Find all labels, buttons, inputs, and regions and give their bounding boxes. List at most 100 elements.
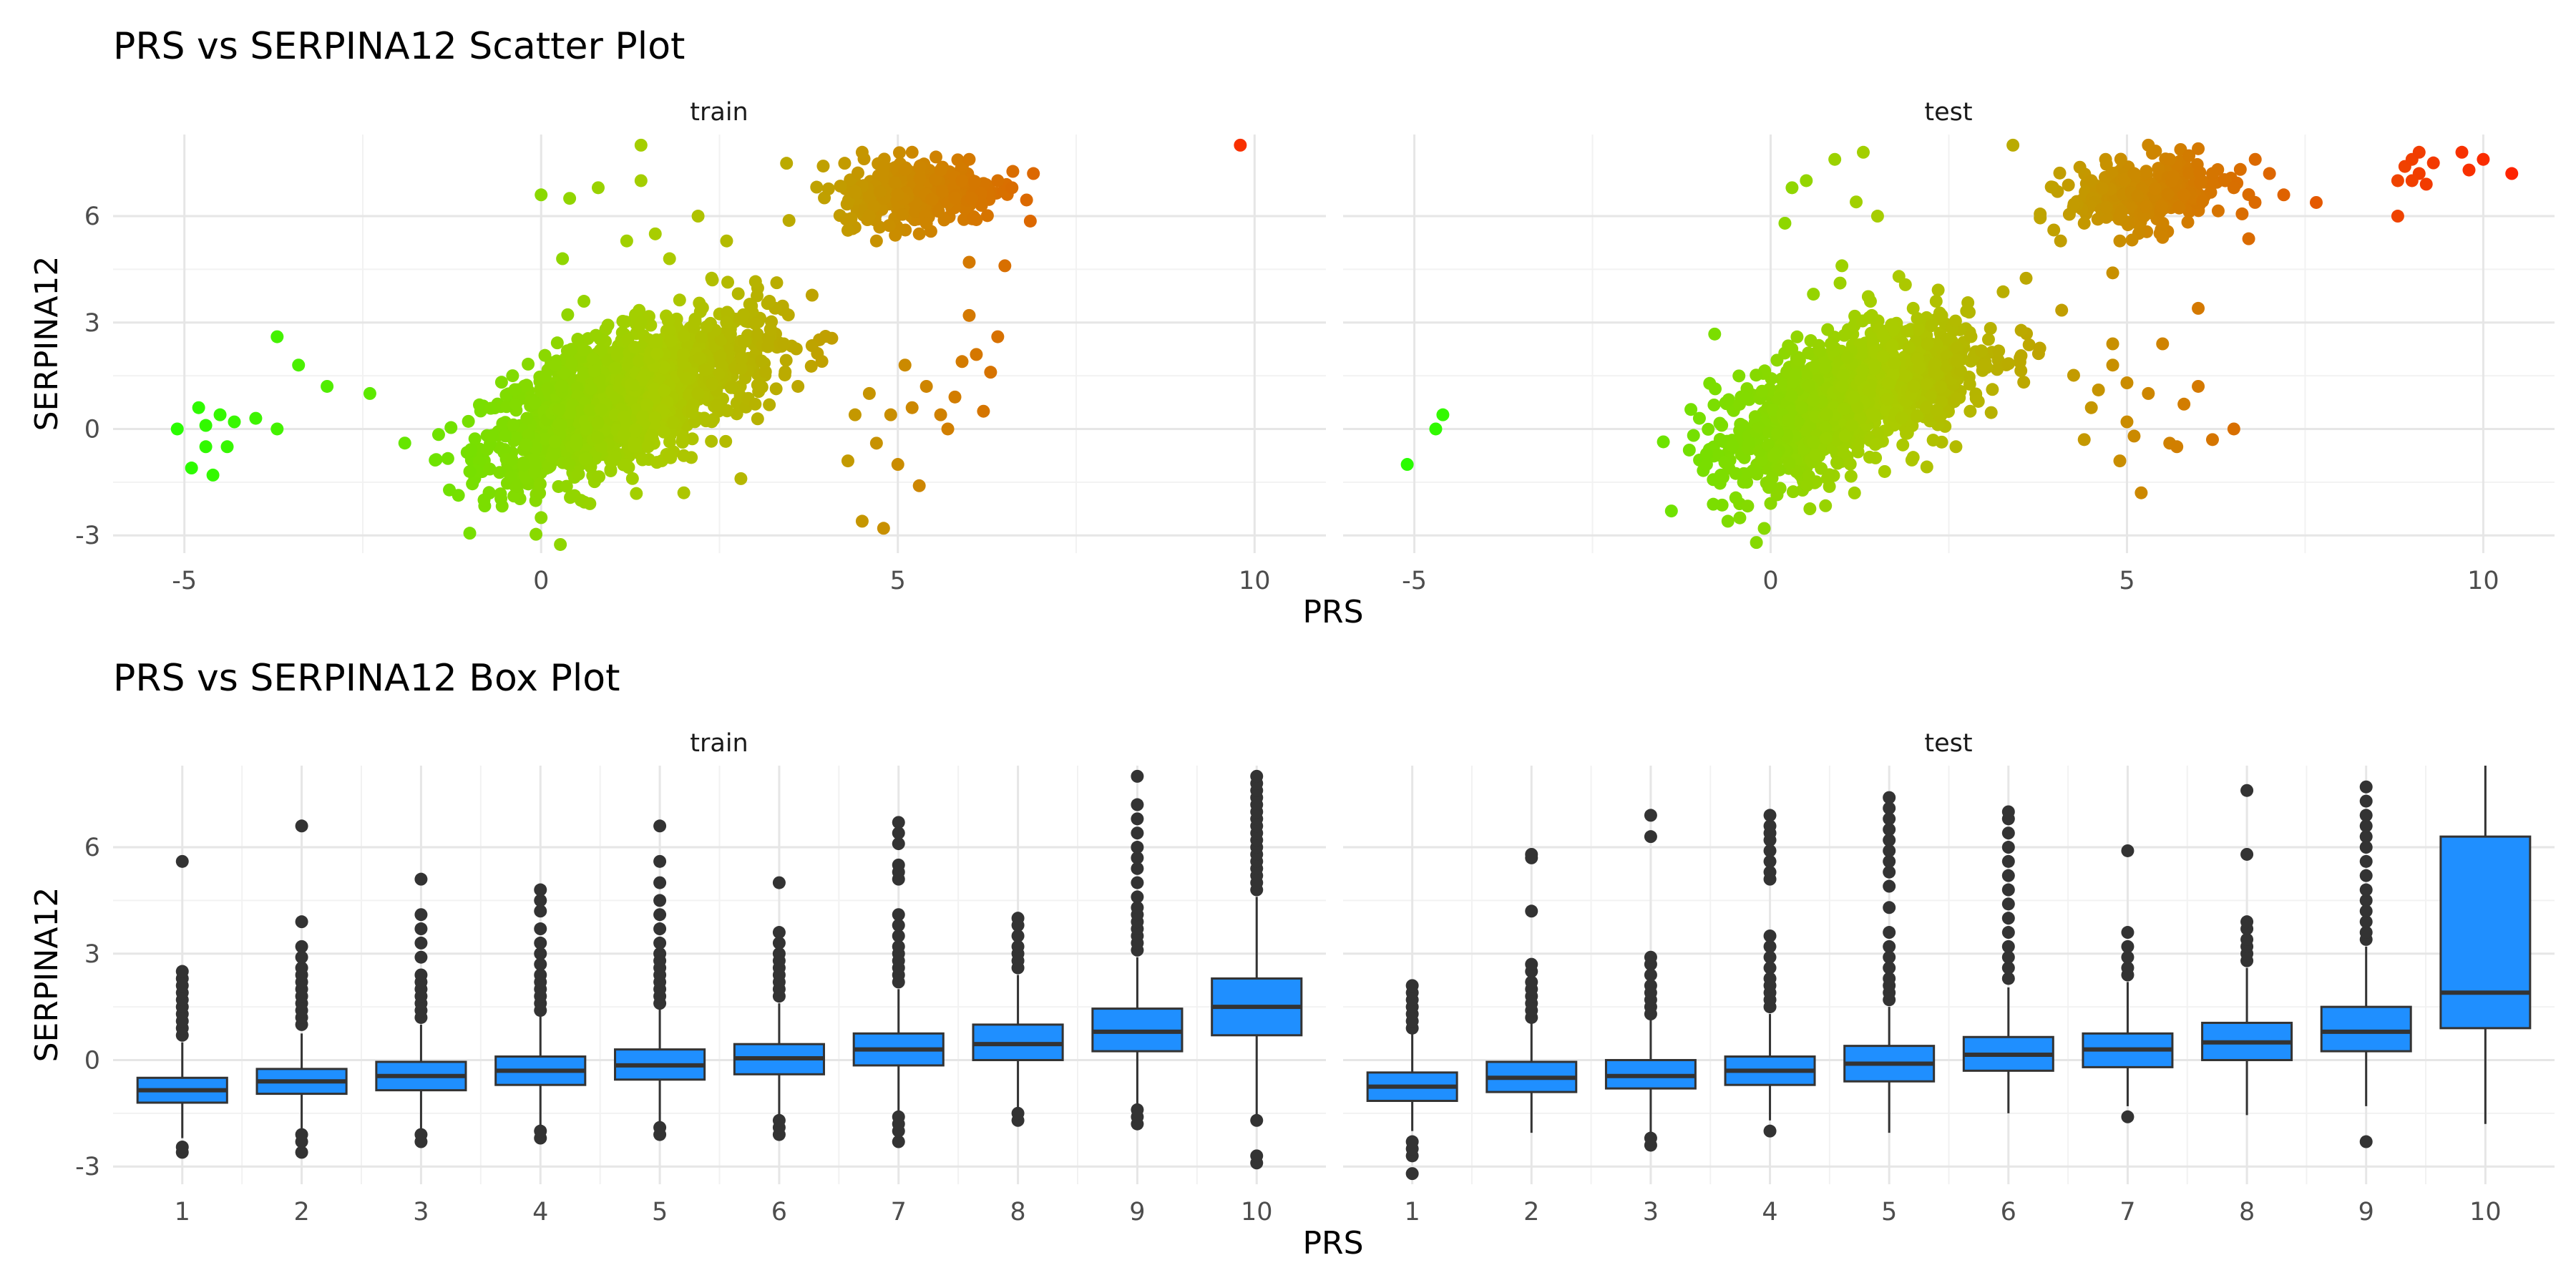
box-y-axis-title: SERPINA12 xyxy=(29,887,65,1063)
scatter-point xyxy=(1787,375,1800,389)
scatter-point xyxy=(892,146,906,160)
box-outlier-point xyxy=(175,854,189,868)
scatter-point xyxy=(2181,215,2195,229)
scatter-point xyxy=(2462,163,2476,177)
box-outlier-point xyxy=(2001,805,2015,819)
scatter-point xyxy=(2505,167,2519,180)
scatter-point xyxy=(1713,416,1727,430)
box-outlier-point xyxy=(653,936,667,950)
scatter-point xyxy=(1818,361,1832,374)
scatter-point xyxy=(2106,337,2119,351)
box-outlier-point xyxy=(1131,890,1144,904)
box-outlier-point xyxy=(653,908,667,922)
scatter-point xyxy=(1699,458,1713,472)
box-test-x-tick-label: 5 xyxy=(1881,1198,1897,1226)
scatter-point xyxy=(2092,383,2105,396)
box-outlier-point xyxy=(772,936,786,950)
scatter-point xyxy=(586,352,600,366)
scatter-point xyxy=(905,145,919,159)
scatter-point xyxy=(628,434,642,448)
scatter-point xyxy=(991,174,1005,187)
box-outlier-point xyxy=(2359,830,2373,844)
box-outlier-point xyxy=(1131,1103,1144,1116)
scatter-point xyxy=(948,192,962,205)
scatter-point xyxy=(1851,439,1865,453)
scatter-point xyxy=(734,472,748,485)
scatter-point xyxy=(1930,404,1943,417)
scatter-point xyxy=(1925,319,1938,333)
scatter-point xyxy=(494,376,508,389)
scatter-point xyxy=(2142,386,2155,400)
scatter-point xyxy=(657,425,670,439)
scatter-point xyxy=(1800,174,1813,187)
box-outlier-point xyxy=(1131,901,1144,914)
box-outlier-point xyxy=(295,1146,308,1159)
scatter-point xyxy=(1234,138,1247,152)
box-outlier-point xyxy=(534,1124,547,1138)
box-outlier-point xyxy=(414,950,428,964)
scatter-point xyxy=(634,174,648,187)
scatter-point xyxy=(517,458,530,472)
box-outlier-point xyxy=(1644,809,1657,822)
scatter-point xyxy=(2242,187,2255,201)
box-outlier-point xyxy=(414,872,428,886)
scatter-point xyxy=(724,381,738,394)
scatter-point xyxy=(363,386,376,400)
scatter-point xyxy=(1721,514,1735,528)
scatter-point xyxy=(2194,176,2207,190)
scatter-point xyxy=(2235,207,2249,220)
scatter-point xyxy=(657,361,670,374)
scatter-point xyxy=(625,472,639,485)
scatter-point xyxy=(1729,491,1742,504)
scatter-point xyxy=(1895,411,1908,425)
box-outlier-point xyxy=(2359,854,2373,868)
scatter-point xyxy=(1964,330,1978,343)
scatter-point xyxy=(805,288,819,302)
scatter-point xyxy=(2062,178,2075,192)
scatter-point xyxy=(472,398,486,411)
scatter-point xyxy=(2047,223,2061,237)
scatter-point xyxy=(2120,376,2134,390)
scatter-point xyxy=(1920,401,1933,414)
box-outlier-point xyxy=(1525,847,1538,861)
scatter-point xyxy=(2034,211,2047,225)
scatter-point xyxy=(844,212,858,225)
box-outlier-point xyxy=(1883,844,1896,857)
scatter-point xyxy=(452,489,465,502)
scatter-point xyxy=(912,227,926,240)
scatter-point xyxy=(1878,464,1891,478)
scatter-point xyxy=(2227,422,2240,436)
box-outlier-point xyxy=(772,1113,786,1127)
scatter-point xyxy=(1892,270,1906,283)
scatter-point xyxy=(2455,145,2469,159)
scatter-point xyxy=(1911,322,1925,336)
box-outlier-point xyxy=(2359,794,2373,808)
box-panel-train: 1 2 3 4 5 6 7 8 9 10 -3 0 3 6 xyxy=(75,766,1326,1226)
scatter-point xyxy=(751,327,764,341)
scatter-point xyxy=(2135,486,2148,499)
box-outlier-point xyxy=(2359,883,2373,897)
scatter-point xyxy=(1830,456,1844,469)
box-facet-label-train: train xyxy=(690,729,748,758)
box-outlier-point xyxy=(772,926,786,940)
scatter-point xyxy=(1901,426,1914,440)
scatter-point xyxy=(1785,342,1799,356)
scatter-point xyxy=(2205,433,2219,447)
box-outlier-point xyxy=(1011,912,1025,925)
scatter-point xyxy=(1020,193,1033,207)
scatter-point xyxy=(1005,181,1019,195)
scatter-point xyxy=(1940,333,1953,346)
scatter-point xyxy=(804,359,818,373)
scatter-point xyxy=(628,341,642,354)
scatter-point xyxy=(734,361,748,375)
scatter-point xyxy=(955,355,969,369)
scatter-point xyxy=(2193,165,2207,179)
scatter-point xyxy=(2022,338,2036,351)
scatter-point xyxy=(441,452,454,465)
box-outlier-point xyxy=(295,950,308,964)
scatter-point xyxy=(1928,357,1942,371)
scatter-point xyxy=(970,213,983,226)
scatter-point xyxy=(321,379,334,393)
box-outlier-point xyxy=(1883,926,1896,940)
scatter-point xyxy=(2140,165,2153,178)
